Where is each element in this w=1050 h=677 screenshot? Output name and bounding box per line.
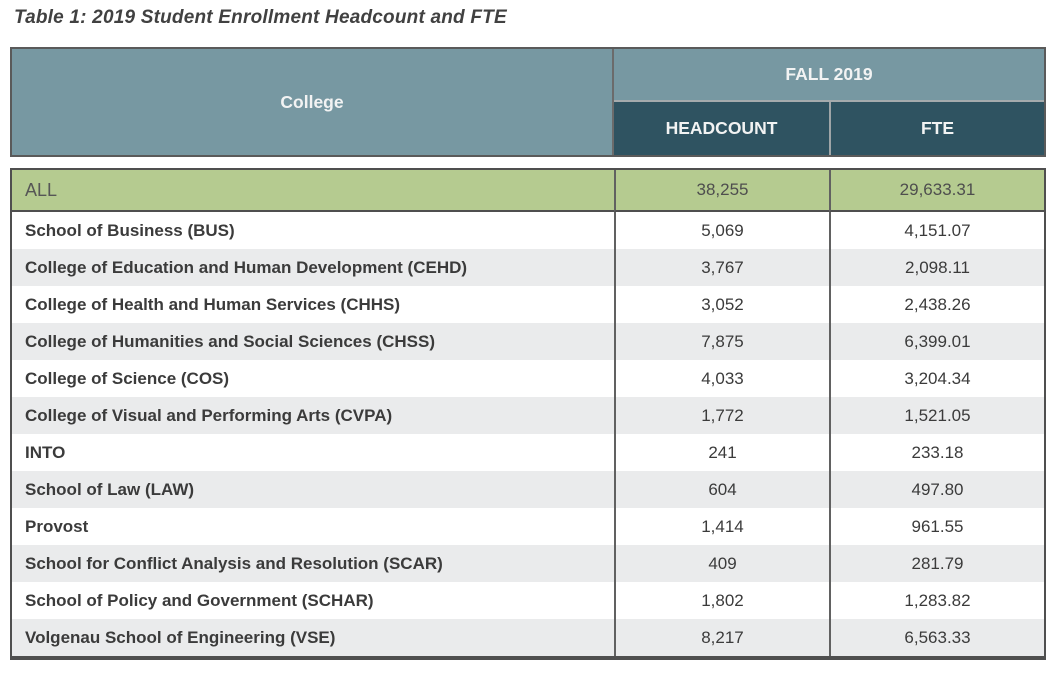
table-row: School of Business (BUS) 5,069 4,151.07	[12, 212, 1044, 249]
table-title: Table 1: 2019 Student Enrollment Headcou…	[14, 7, 507, 28]
college-name-cell: School of Policy and Government (SCHAR)	[12, 582, 614, 619]
headcount-value-cell: 1,772	[614, 397, 829, 434]
fte-value-cell: 6,399.01	[829, 323, 1044, 360]
table-row: School for Conflict Analysis and Resolut…	[12, 545, 1044, 582]
headcount-value-cell: 1,414	[614, 508, 829, 545]
college-name-cell: School of Law (LAW)	[12, 471, 614, 508]
headcount-value-cell: 4,033	[614, 360, 829, 397]
fte-value-cell: 497.80	[829, 471, 1044, 508]
college-name-cell: College of Health and Human Services (CH…	[12, 286, 614, 323]
table-row: College of Humanities and Social Science…	[12, 323, 1044, 360]
fte-value-cell: 1,521.05	[829, 397, 1044, 434]
college-column-header: College	[12, 49, 614, 155]
fte-value-cell: 4,151.07	[829, 212, 1044, 249]
fte-column-header: FTE	[829, 102, 1044, 155]
college-name-cell: College of Science (COS)	[12, 360, 614, 397]
fte-value-cell: 3,204.34	[829, 360, 1044, 397]
headcount-value-cell: 604	[614, 471, 829, 508]
fte-value-cell: 6,563.33	[829, 619, 1044, 656]
fte-value-cell: 233.18	[829, 434, 1044, 471]
fte-value-cell: 1,283.82	[829, 582, 1044, 619]
header-row-group: College FALL 2019	[12, 49, 1044, 155]
fall-2019-group-header: FALL 2019	[614, 49, 1044, 102]
college-name-cell: College of Humanities and Social Science…	[12, 323, 614, 360]
college-name-cell: College of Education and Human Developme…	[12, 249, 614, 286]
college-name-cell: College of Visual and Performing Arts (C…	[12, 397, 614, 434]
college-name-cell: Provost	[12, 508, 614, 545]
enrollment-table-body: ALL 38,255 29,633.31 School of Business (BU…	[10, 168, 1046, 660]
fte-value-cell: 2,438.26	[829, 286, 1044, 323]
table-row: College of Visual and Performing Arts (C…	[12, 397, 1044, 434]
total-row: ALL 38,255 29,633.31	[12, 170, 1044, 212]
table-row: School of Law (LAW) 604 497.80	[12, 471, 1044, 508]
header-row-columns: HEADCOUNT FTE	[12, 102, 1044, 155]
table-row: School of Policy and Government (SCHAR) 1…	[12, 582, 1044, 619]
table-row: College of Science (COS) 4,033 3,204.34	[12, 360, 1044, 397]
headcount-value-cell: 38,255	[614, 170, 829, 212]
college-name-cell: Volgenau School of Engineering (VSE)	[12, 619, 614, 656]
college-name-cell: ALL	[12, 170, 614, 212]
headcount-value-cell: 8,217	[614, 619, 829, 656]
headcount-value-cell: 1,802	[614, 582, 829, 619]
table-row: College of Education and Human Developme…	[12, 249, 1044, 286]
fte-value-cell: 29,633.31	[829, 170, 1044, 212]
headcount-value-cell: 5,069	[614, 212, 829, 249]
table-row: Provost 1,414 961.55	[12, 508, 1044, 545]
headcount-value-cell: 409	[614, 545, 829, 582]
fte-value-cell: 2,098.11	[829, 249, 1044, 286]
enrollment-table-header: College FALL 2019 HEADCOUNT FTE	[10, 47, 1046, 157]
college-name-cell: School of Business (BUS)	[12, 212, 614, 249]
headcount-value-cell: 241	[614, 434, 829, 471]
fte-value-cell: 961.55	[829, 508, 1044, 545]
table-row: INTO 241 233.18	[12, 434, 1044, 471]
headcount-column-header: HEADCOUNT	[614, 102, 829, 155]
headcount-value-cell: 7,875	[614, 323, 829, 360]
headcount-value-cell: 3,767	[614, 249, 829, 286]
headcount-value-cell: 3,052	[614, 286, 829, 323]
table-row: College of Health and Human Services (CH…	[12, 286, 1044, 323]
college-name-cell: INTO	[12, 434, 614, 471]
table-row: Volgenau School of Engineering (VSE) 8,21…	[12, 619, 1044, 656]
college-name-cell: School for Conflict Analysis and Resolut…	[12, 545, 614, 582]
fte-value-cell: 281.79	[829, 545, 1044, 582]
